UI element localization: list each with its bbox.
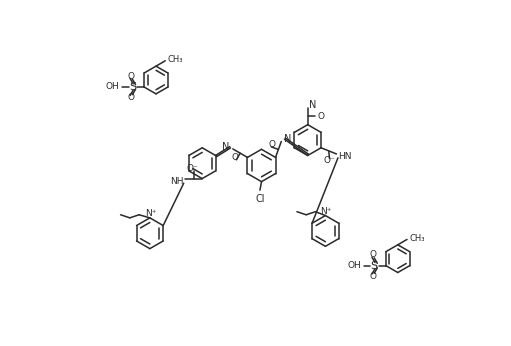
Text: O: O <box>369 272 376 281</box>
Text: O⁻: O⁻ <box>323 156 335 165</box>
Text: O: O <box>268 140 275 149</box>
Text: N: N <box>309 100 317 110</box>
Text: CH₃: CH₃ <box>168 55 183 64</box>
Text: S: S <box>129 82 136 92</box>
Text: O: O <box>231 153 238 162</box>
Text: CH₃: CH₃ <box>409 234 425 243</box>
Text: N: N <box>285 134 292 144</box>
Text: O: O <box>369 250 376 259</box>
Text: Cl: Cl <box>255 194 265 204</box>
Text: O⁻: O⁻ <box>187 164 198 173</box>
Text: HN: HN <box>338 152 352 161</box>
Text: O: O <box>127 93 134 102</box>
Text: O: O <box>318 112 324 121</box>
Text: N⁺: N⁺ <box>320 207 332 216</box>
Text: NH: NH <box>170 177 184 186</box>
Text: OH: OH <box>106 82 120 91</box>
Text: O: O <box>127 72 134 81</box>
Text: N: N <box>222 142 230 152</box>
Text: S: S <box>370 261 378 271</box>
Text: OH: OH <box>347 261 361 270</box>
Text: N⁺: N⁺ <box>145 209 156 219</box>
